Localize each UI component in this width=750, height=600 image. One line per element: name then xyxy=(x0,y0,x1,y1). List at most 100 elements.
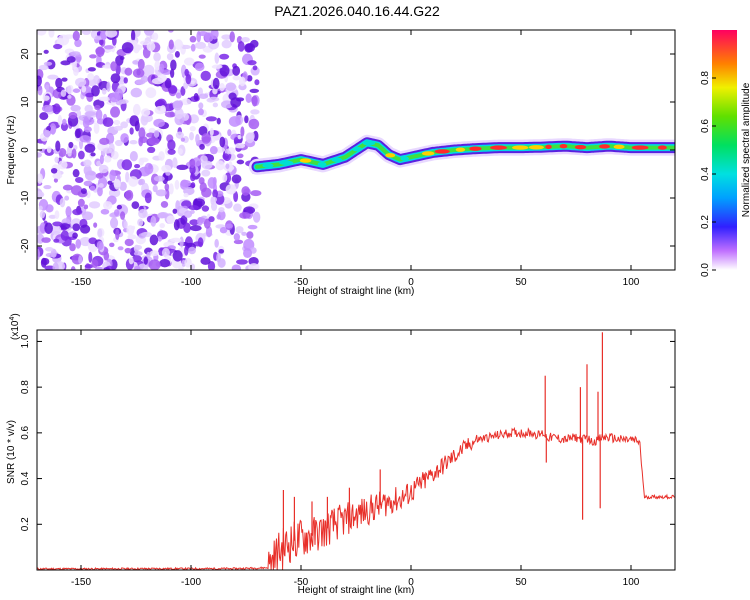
noise-blob xyxy=(134,164,141,169)
noise-blob xyxy=(129,150,138,162)
noise-blob xyxy=(212,176,217,186)
noise-blob xyxy=(109,242,115,248)
noise-blob xyxy=(43,61,53,66)
noise-blob xyxy=(155,189,167,197)
trace-hotspot xyxy=(469,146,482,151)
trace-hotspot xyxy=(299,158,312,163)
noise-blob xyxy=(128,256,134,265)
noise-blob xyxy=(216,252,221,263)
trace-hotspot xyxy=(490,145,508,150)
noise-blob xyxy=(37,152,42,158)
noise-blob xyxy=(205,116,218,122)
trace-hotspot xyxy=(545,144,552,150)
noise-blob xyxy=(127,234,137,240)
noise-blob xyxy=(176,164,189,171)
noise-blob xyxy=(201,187,212,198)
noise-blob xyxy=(135,79,146,85)
top-y-tick-label: -10 xyxy=(20,190,31,205)
noise-blob xyxy=(137,58,145,71)
noise-blob xyxy=(210,202,218,211)
noise-blob xyxy=(138,209,148,219)
noise-blob xyxy=(247,224,258,230)
noise-blob xyxy=(161,164,172,173)
noise-blob xyxy=(72,223,81,232)
noise-blob xyxy=(167,148,176,155)
noise-blob xyxy=(133,44,140,54)
colorbar-ticks: 0.0 0.2 0.4 0.6 0.8 xyxy=(700,71,716,277)
noise-blob xyxy=(68,231,73,238)
noise-blob xyxy=(89,185,96,191)
noise-blob xyxy=(121,42,134,54)
noise-blob xyxy=(118,99,129,104)
noise-blob xyxy=(239,76,246,87)
noise-blob xyxy=(227,129,232,137)
noise-blob xyxy=(190,173,196,182)
top-x-tick-label: -100 xyxy=(181,277,201,288)
trace-hotspot xyxy=(331,157,343,163)
noise-blob xyxy=(130,30,136,42)
bottom-ylabel: SNR (10 * v/v) xyxy=(6,420,17,484)
bottom-x-tick-label: 100 xyxy=(623,577,640,588)
noise-blob xyxy=(254,79,260,86)
noise-blob xyxy=(160,200,169,208)
trace-hotspot xyxy=(574,144,587,150)
noise-blob xyxy=(58,148,67,157)
noise-blob xyxy=(57,114,63,126)
noise-blob xyxy=(183,57,195,66)
noise-blob xyxy=(167,139,176,151)
noise-blob xyxy=(89,54,97,59)
noise-blob xyxy=(210,30,219,40)
bottom-y-tick-label: 0.6 xyxy=(20,425,31,439)
bottom-xlabel: Height of straight line (km) xyxy=(298,585,415,596)
noise-blob xyxy=(103,267,110,270)
noise-blob xyxy=(243,206,256,214)
noise-blob xyxy=(52,103,61,115)
noise-blob xyxy=(164,77,172,89)
top-xlabel: Height of straight line (km) xyxy=(298,286,415,297)
trace-hotspot xyxy=(631,145,649,150)
noise-blob xyxy=(129,127,134,135)
noise-blob xyxy=(146,41,156,52)
noise-blob xyxy=(64,195,70,201)
noise-blob xyxy=(109,169,116,182)
noise-blob xyxy=(49,123,57,135)
noise-blob xyxy=(235,226,244,234)
noise-blob xyxy=(172,250,183,262)
snr-line xyxy=(37,426,675,570)
noise-blob xyxy=(219,227,228,234)
top-y-tick-label: 10 xyxy=(20,96,31,108)
noise-blob xyxy=(95,47,105,55)
noise-blob xyxy=(132,103,141,116)
trace-hotspot xyxy=(362,141,376,146)
noise-blob xyxy=(172,208,178,214)
noise-blob xyxy=(184,257,192,268)
noise-blob xyxy=(96,240,104,251)
noise-blob xyxy=(231,264,242,270)
noise-blob xyxy=(244,115,249,124)
noise-blob xyxy=(205,226,213,238)
noise-blob xyxy=(190,182,196,189)
noise-blob xyxy=(140,114,149,126)
noise-blob xyxy=(75,239,82,249)
noise-blob xyxy=(72,30,80,41)
noise-blob xyxy=(203,218,211,229)
noise-blob xyxy=(39,210,46,219)
bottom-x-tick-label: -50 xyxy=(294,577,309,588)
noise-blob xyxy=(150,215,157,227)
noise-blob xyxy=(212,189,219,198)
noise-blob xyxy=(124,67,133,76)
noise-blob xyxy=(181,98,192,106)
noise-blob xyxy=(70,51,81,56)
noise-blob xyxy=(153,175,165,182)
noise-blob xyxy=(86,190,91,199)
noise-blob xyxy=(222,174,228,182)
noise-blob xyxy=(236,159,245,165)
snr-marks xyxy=(37,332,675,570)
noise-blob xyxy=(83,159,92,167)
noise-blob xyxy=(245,93,252,104)
noise-blob xyxy=(119,211,126,220)
noise-blob xyxy=(43,49,49,54)
noise-blob xyxy=(153,52,161,62)
noise-blob xyxy=(188,205,200,211)
noise-blob xyxy=(72,88,81,93)
